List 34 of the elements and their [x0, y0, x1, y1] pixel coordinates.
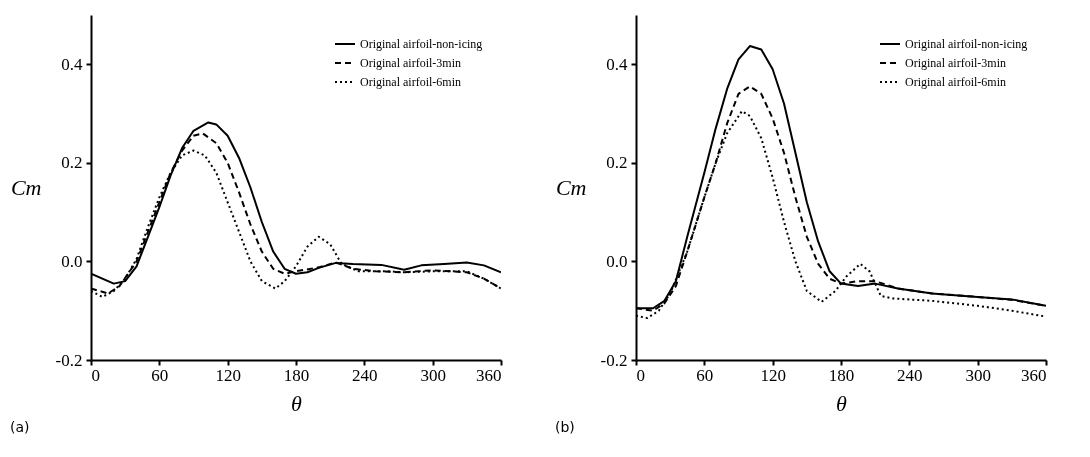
- y-tick-label: -0.2: [55, 350, 83, 370]
- y-tick-label: 0.4: [606, 54, 628, 74]
- legend-label: Original airfoil-non-icing: [360, 37, 483, 51]
- x-tick-label: 120: [215, 365, 241, 385]
- x-tick-label: 300: [420, 365, 446, 385]
- text: (a): [10, 419, 31, 435]
- x-tick-label: 360: [476, 365, 502, 385]
- x-tick-label: 60: [696, 365, 714, 385]
- x-tick-label: 0: [91, 365, 100, 385]
- legend-label: Original airfoil-3min: [360, 56, 461, 70]
- x-tick-label: 240: [897, 365, 923, 385]
- y-tick-label: 0.2: [61, 153, 83, 173]
- x-tick-label: 120: [760, 365, 786, 385]
- y-tick-label: 0.0: [61, 251, 83, 271]
- y-tick-label: 0.4: [61, 54, 83, 74]
- text: (b): [555, 419, 576, 435]
- y-tick-label: 0.2: [606, 153, 628, 173]
- y-tick-label: 0.0: [606, 251, 628, 271]
- x-axis-title: θ: [836, 390, 848, 416]
- x-axis-title: θ: [291, 390, 303, 416]
- legend-label: Original airfoil-3min: [905, 56, 1006, 70]
- x-tick-label: 300: [965, 365, 991, 385]
- y-tick-label: -0.2: [600, 350, 628, 370]
- x-tick-label: 180: [283, 365, 310, 385]
- x-tick-label: 240: [352, 365, 378, 385]
- legend-label: Original airfoil-6min: [905, 75, 1006, 89]
- x-tick-label: 0: [636, 365, 645, 385]
- y-axis-title: Cm: [10, 175, 42, 200]
- legend-label: Original airfoil-6min: [360, 75, 461, 89]
- x-tick-label: 360: [1021, 365, 1047, 385]
- legend-label: Original airfoil-non-icing: [905, 37, 1028, 51]
- x-tick-label: 60: [151, 365, 169, 385]
- x-tick-label: 180: [828, 365, 855, 385]
- y-axis-title: Cm: [555, 175, 587, 200]
